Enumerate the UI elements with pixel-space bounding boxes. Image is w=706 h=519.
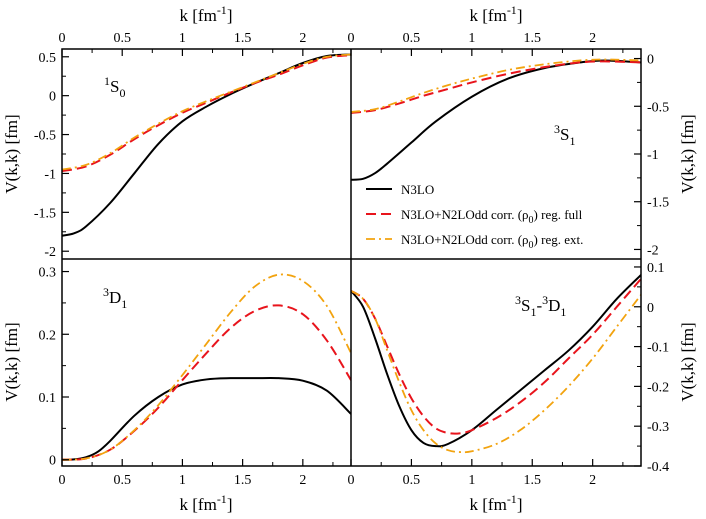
x-tick-label: 1.5 [234,31,252,46]
y-tick-label: 0 [49,90,56,105]
legend-label-ext: N3LO+N2LOdd corr. (ρ0) reg. ext. [401,232,583,251]
panel-label-3S1-3D1: 3S1-3D1 [515,293,566,319]
panel-3D1-curves [62,273,351,461]
x-tick-label: 2 [299,473,306,488]
x-tick-label: 2 [589,31,596,46]
y-tick-label: -2 [44,245,56,260]
y-tick-label: -0.1 [647,341,669,356]
x-tick-label: 2 [589,473,596,488]
legend: N3LO N3LO+N2LOdd corr. (ρ0) reg. full N3LO… [366,182,583,251]
x-tick-label: 1 [468,31,475,46]
x-tick-label: 2 [299,31,306,46]
legend-label-n3lo: N3LO [401,182,434,197]
y-tick-label: 0 [647,53,654,68]
y-axis-label-bottom-right: V(k,k) [fm] [678,322,697,401]
y-tick-label: -2 [647,243,659,258]
series-line-full-3S1-3D1 [351,278,641,435]
x-tick-label: 0.5 [403,31,421,46]
x-tick-label: 1 [468,473,475,488]
x-axis-label-top-right: k [fm-1] [470,3,523,25]
y-tick-label: -1.5 [647,196,669,211]
panel-label-3S1: 3S1 [554,122,575,148]
series-line-n3lo-1S0 [62,53,351,237]
y-tick-label: 0.5 [39,51,57,66]
y-axis-label-top-right: V(k,k) [fm] [678,114,697,193]
y-tick-label: 0.1 [39,391,57,406]
x-tick-label: 1.5 [524,473,542,488]
x-tick-label: 0.5 [113,473,131,488]
y-tick-label: -1.5 [34,206,56,221]
panel-1S0-curves [62,53,351,237]
panel-label-1S0: 1S0 [104,74,125,100]
series-line-full-3D1 [62,304,351,461]
y-axis-label-bottom-left: V(k,k) [fm] [2,322,21,401]
x-tick-label: 1.5 [234,473,252,488]
series-line-n3lo-3S1-3D1 [351,274,641,448]
x-tick-label: 1 [179,473,186,488]
panel-3S1-3D1-curves [351,274,641,454]
y-axis-label-top-left: V(k,k) [fm] [2,114,21,193]
y-tick-label: -0.3 [647,420,669,435]
series-line-full-3S1 [351,60,641,114]
y-tick-label: 0.3 [39,266,57,281]
panel-3S1-curves [351,58,641,181]
x-tick-label: 0 [59,473,66,488]
x-axis-label-bottom-left: k [fm-1] [180,492,233,514]
y-tick-label: -1 [647,148,659,163]
y-tick-label: -0.4 [647,460,669,475]
x-tick-label: 0 [348,473,355,488]
y-tick-label: -1 [44,167,56,182]
y-tick-label: 0.1 [647,261,665,276]
panel-label-3D1: 3D1 [103,285,127,311]
legend-label-full: N3LO+N2LOdd corr. (ρ0) reg. full [401,207,583,226]
series-line-ext-3S1 [351,58,641,113]
x-tick-label: 1 [179,31,186,46]
series-line-n3lo-3S1 [351,59,641,181]
x-tick-label: 0.5 [113,31,131,46]
series-line-ext-3S1-3D1 [351,290,641,454]
x-tick-label: 0.5 [403,473,421,488]
y-tick-label: 0 [49,454,56,469]
y-tick-label: 0.2 [39,328,57,343]
series-line-n3lo-3D1 [62,376,351,461]
y-tick-label: 0 [647,301,654,316]
series-line-ext-3D1 [62,273,351,461]
series-line-full-1S0 [62,54,351,173]
x-tick-label: 0 [59,31,66,46]
y-tick-label: -0.2 [647,380,669,395]
y-ticks: -2 -1.5 -1 -0.5 0 0.5 -2 -1.5 -1 -0.5 0 0 0.1 0.2 0.3 -… [34,51,669,475]
series-line-ext-1S0 [62,53,351,171]
x-axis-label-bottom-right: k [fm-1] [470,492,523,514]
x-tick-label: 0 [348,31,355,46]
x-tick-label: 1.5 [524,31,542,46]
y-tick-label: -0.5 [647,100,669,115]
x-ticks: 0 0.5 1 1.5 2 0 0.5 1 1.5 2 0 0.5 1 1.5 2 0 0.5 1 1.5 2 [59,31,624,488]
y-tick-label: -0.5 [34,129,56,144]
x-axis-label-top-left: k [fm-1] [180,3,233,25]
